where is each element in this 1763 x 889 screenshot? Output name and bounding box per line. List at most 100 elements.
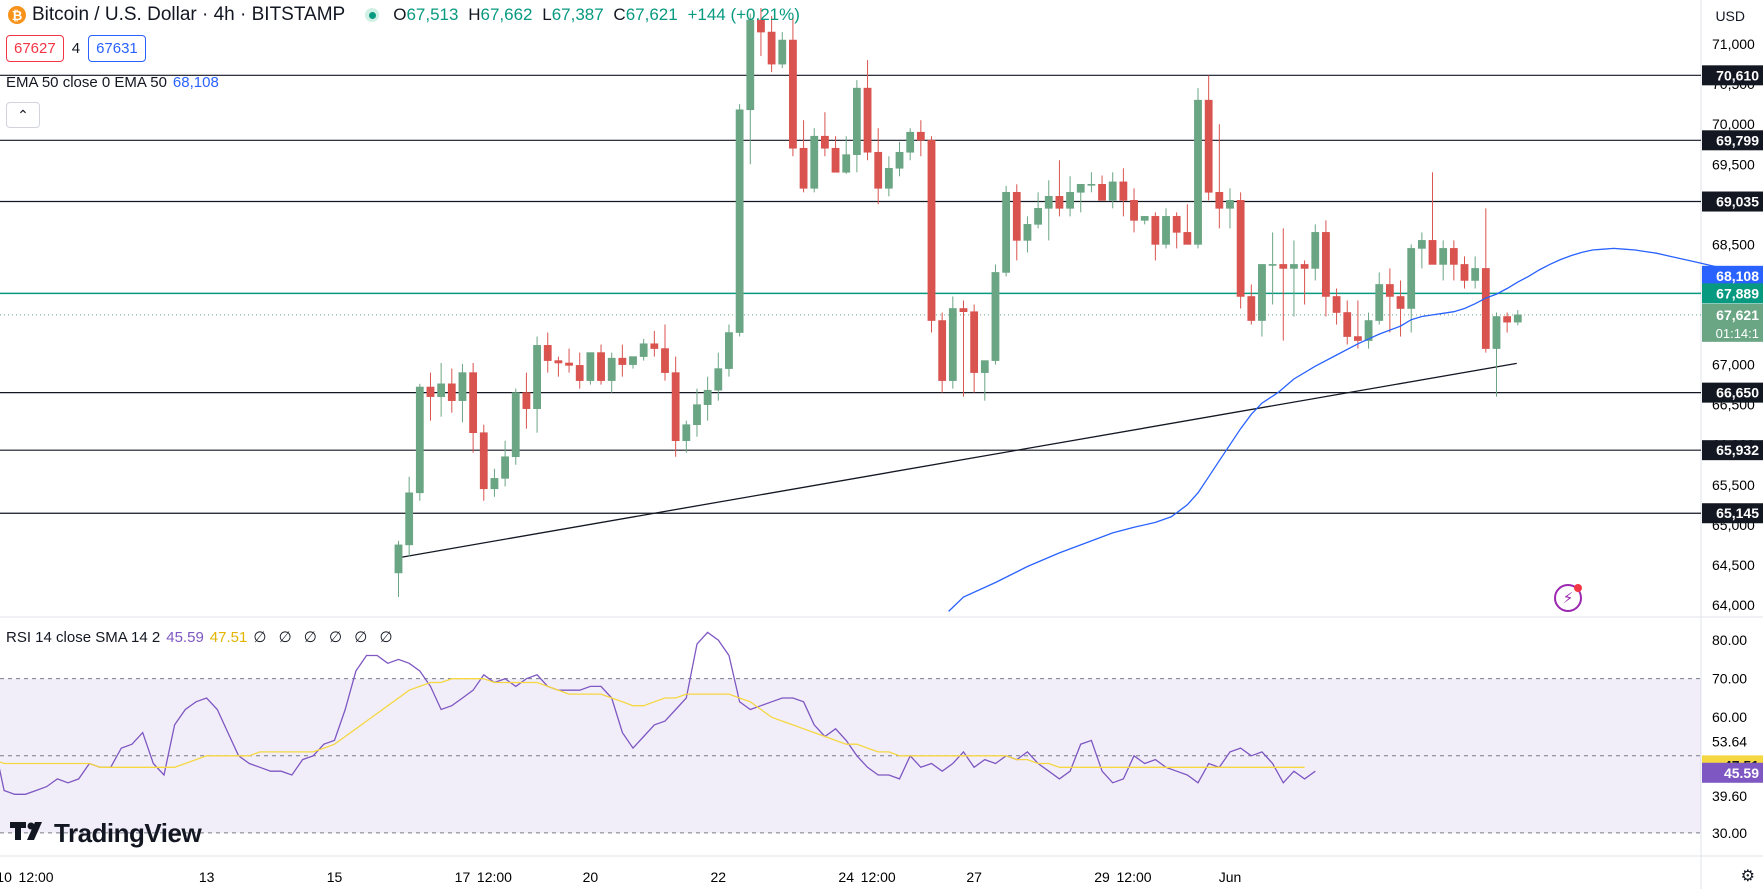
trendline[interactable] bbox=[398, 362, 1517, 559]
candle-body bbox=[778, 39, 787, 65]
lightning-icon[interactable]: ⚡︎ bbox=[1554, 584, 1582, 612]
candle-body bbox=[522, 392, 531, 409]
ema-tag: 68,108 bbox=[1716, 268, 1759, 284]
tradingview-logo-text: TradingView bbox=[54, 818, 202, 848]
candle-body bbox=[789, 39, 797, 149]
candle-body bbox=[533, 345, 541, 409]
spread-value: 4 bbox=[71, 40, 81, 57]
candle-body bbox=[970, 311, 979, 373]
candle-body bbox=[469, 372, 478, 434]
candle-body bbox=[1012, 192, 1021, 241]
collapse-legend-button[interactable]: ⌃ bbox=[6, 102, 40, 128]
candle-body bbox=[735, 109, 744, 333]
candle-body bbox=[1503, 316, 1512, 323]
candle-body bbox=[1460, 264, 1469, 281]
ema-legend-label: EMA 50 close 0 EMA 50 bbox=[6, 74, 167, 91]
rsi-tick-label: 70.00 bbox=[1712, 671, 1747, 687]
candle-body bbox=[394, 544, 403, 574]
level-tag: 66,650 bbox=[1716, 385, 1759, 401]
candle-body bbox=[1364, 320, 1373, 341]
candle-body bbox=[447, 383, 456, 401]
tradingview-logo[interactable]: TradingView bbox=[10, 818, 202, 849]
bolt-icon: ⚡︎ bbox=[1562, 590, 1574, 607]
candle-body bbox=[415, 386, 424, 494]
candle-body bbox=[948, 308, 957, 381]
price-tick-label: 70,000 bbox=[1712, 116, 1755, 132]
candle-body bbox=[767, 31, 776, 65]
candle-body bbox=[682, 424, 691, 442]
settings-gear-icon[interactable]: ⚙ bbox=[1740, 868, 1755, 885]
last-price-tag: 67,621 bbox=[1716, 307, 1759, 323]
candle-body bbox=[661, 348, 669, 373]
candle-body bbox=[1439, 248, 1448, 265]
sell-button[interactable]: 67627 bbox=[6, 35, 64, 62]
price-tick-label: 68,500 bbox=[1712, 236, 1755, 252]
candle-body bbox=[565, 362, 573, 366]
open-value: 67,513 bbox=[406, 5, 459, 24]
candle-body bbox=[1343, 312, 1352, 337]
candle-body bbox=[980, 360, 989, 373]
low-value: 67,387 bbox=[551, 5, 604, 24]
rsi-legend[interactable]: RSI 14 close SMA 14 2 45.59 47.51 ∅ ∅ ∅ ∅ ∅… bbox=[6, 628, 397, 646]
symbol-title[interactable]: Bitcoin / U.S. Dollar · 4h · BITSTAMP bbox=[32, 4, 346, 25]
candle-body bbox=[1076, 183, 1085, 193]
candle-body bbox=[1172, 216, 1181, 233]
price-tick-label: 64,000 bbox=[1712, 597, 1755, 613]
candle-body bbox=[1226, 200, 1234, 209]
currency-label[interactable]: USD bbox=[1715, 8, 1745, 24]
level-tag: 65,932 bbox=[1716, 442, 1759, 458]
candle-body bbox=[874, 151, 883, 189]
candle-body bbox=[746, 19, 755, 111]
rsi-tick-label: 53.64 bbox=[1712, 734, 1747, 750]
candle-body bbox=[938, 320, 947, 381]
symbol-header[interactable]: ₿ Bitcoin / U.S. Dollar · 4h · BITSTAMP … bbox=[8, 4, 800, 26]
rsi-axis[interactable]: 30.00 39.60 53.64 60.00 70.00 80.00 bbox=[1712, 632, 1747, 841]
ema-tag-bg bbox=[1702, 265, 1763, 286]
candle-body bbox=[1332, 296, 1341, 313]
candle-body bbox=[1449, 248, 1458, 265]
ohlc-values: O67,513 H67,662 L67,387 C67,621 +144 (+0… bbox=[393, 5, 800, 24]
candle-body bbox=[597, 352, 605, 381]
rsi-value-tag-bg bbox=[1702, 762, 1763, 783]
rsi-legend-extras: ∅ ∅ ∅ ∅ ∅ ∅ bbox=[253, 629, 397, 646]
candle-body bbox=[916, 131, 925, 141]
rsi-sma-series-line bbox=[0, 678, 1305, 768]
ema-legend[interactable]: EMA 50 close 0 EMA 50 68,108 bbox=[6, 74, 219, 91]
level-tag: 69,035 bbox=[1716, 194, 1759, 210]
level-tag-bg bbox=[1702, 191, 1763, 212]
rsi-legend-value: 45.59 bbox=[166, 629, 204, 646]
candle-body bbox=[725, 332, 733, 369]
candle-body bbox=[1375, 284, 1384, 321]
candle-body bbox=[1162, 216, 1170, 245]
candle-body bbox=[1002, 192, 1011, 273]
candle-body bbox=[639, 343, 648, 357]
candle-body bbox=[959, 308, 968, 313]
chevron-up-icon: ⌃ bbox=[17, 106, 29, 123]
time-tick-label: 12:00 bbox=[861, 869, 896, 885]
price-tick-label: 65,500 bbox=[1712, 477, 1755, 493]
price-tick-label: 71,000 bbox=[1712, 36, 1755, 52]
candles bbox=[394, 8, 1522, 597]
candle-body bbox=[1354, 336, 1362, 341]
time-axis[interactable]: 10 12:00 13 15 17 12:00 20 22 24 12:00 27 29 12:00 Ju… bbox=[0, 869, 1241, 885]
candle-body bbox=[991, 272, 1000, 361]
time-tick-label: 29 bbox=[1094, 869, 1110, 885]
price-tick-label: 69,500 bbox=[1712, 156, 1755, 172]
candle-body bbox=[831, 147, 840, 173]
candle-body bbox=[490, 478, 499, 490]
level-tag: 65,145 bbox=[1716, 505, 1759, 521]
candle-body bbox=[1492, 316, 1501, 349]
candle-body bbox=[714, 368, 723, 391]
candle-body bbox=[852, 87, 861, 155]
rsi-sma-value: 47.51 bbox=[209, 629, 248, 646]
candle-body bbox=[703, 389, 712, 405]
time-tick-label: 27 bbox=[966, 869, 982, 885]
countdown-tag: 01:14:1 bbox=[1716, 326, 1759, 341]
candle-body bbox=[1066, 192, 1074, 209]
candle-body bbox=[1279, 264, 1288, 269]
candle-body bbox=[1513, 314, 1522, 323]
teal-level-tag: 67,889 bbox=[1716, 285, 1759, 301]
candle-body bbox=[895, 151, 904, 169]
buy-button[interactable]: 67631 bbox=[88, 35, 146, 62]
